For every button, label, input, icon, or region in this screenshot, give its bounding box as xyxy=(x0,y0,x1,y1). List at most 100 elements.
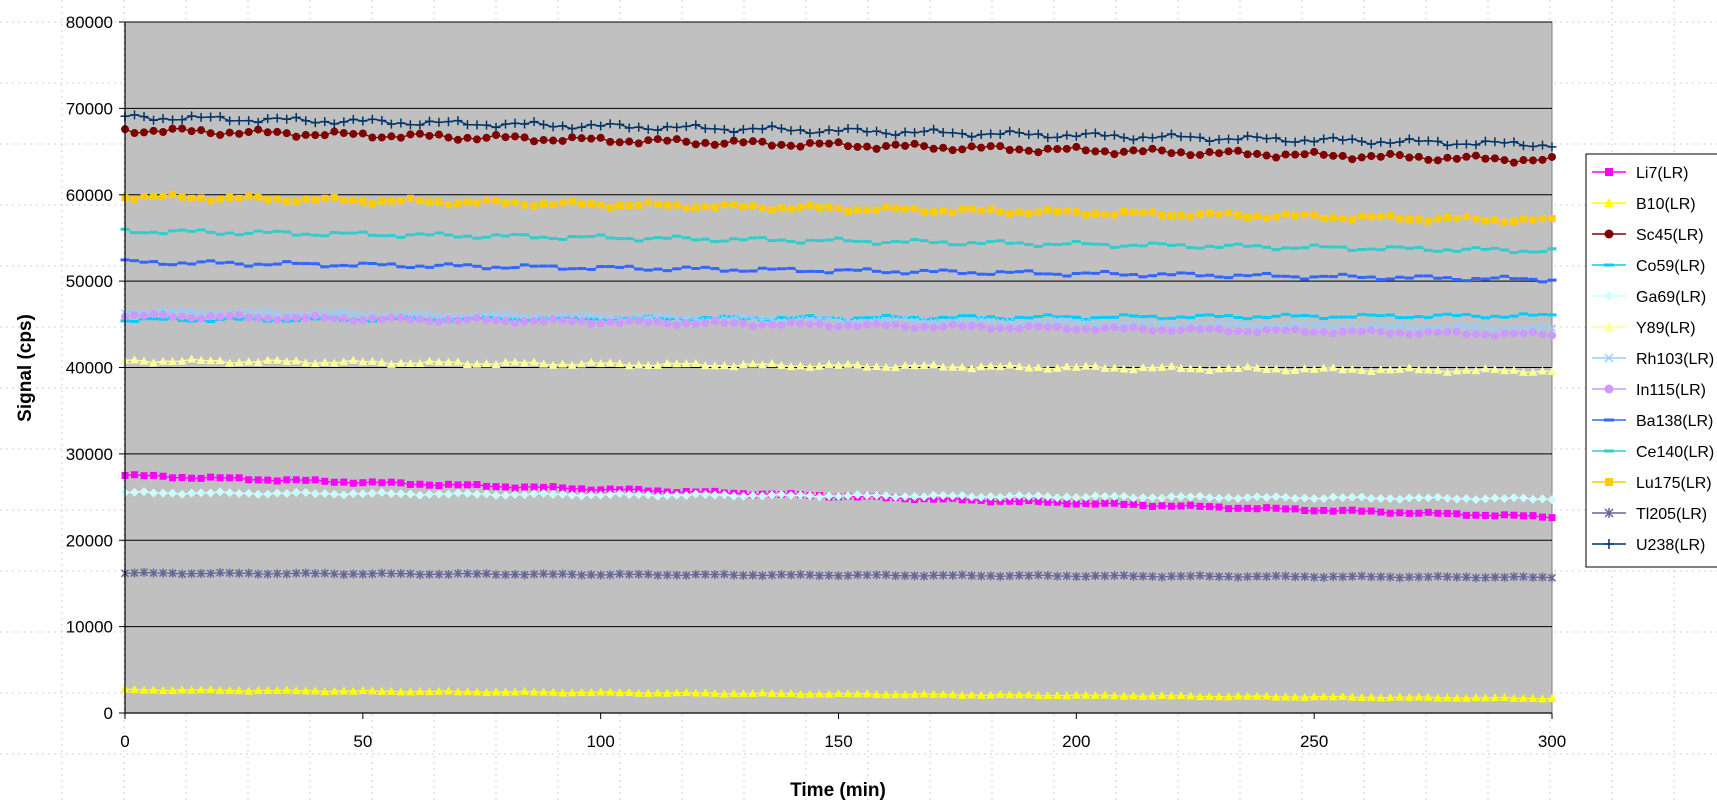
data-point xyxy=(520,133,529,142)
data-point xyxy=(958,570,967,580)
data-point xyxy=(159,568,168,578)
data-point xyxy=(1357,153,1366,162)
data-point xyxy=(1034,322,1043,331)
data-point xyxy=(1481,154,1490,163)
data-point xyxy=(1128,493,1138,503)
data-point xyxy=(425,481,433,489)
data-point xyxy=(1024,363,1034,372)
data-point xyxy=(625,569,634,579)
data-point xyxy=(1100,690,1110,699)
data-point xyxy=(1120,500,1128,508)
data-point xyxy=(587,134,596,143)
data-point xyxy=(805,570,814,580)
data-point xyxy=(1243,493,1253,503)
data-point xyxy=(1481,322,1490,331)
data-point xyxy=(1052,132,1062,142)
data-point xyxy=(1423,493,1433,503)
data-point xyxy=(453,316,462,325)
data-point xyxy=(682,319,691,328)
data-point xyxy=(586,120,596,130)
data-point xyxy=(1519,329,1528,338)
data-point xyxy=(158,356,168,365)
data-point xyxy=(424,116,434,126)
data-point xyxy=(1510,217,1518,225)
data-point xyxy=(1234,211,1242,219)
data-point xyxy=(491,687,501,696)
data-point xyxy=(453,569,462,579)
data-point xyxy=(320,117,330,127)
data-point xyxy=(806,201,814,209)
data-point xyxy=(1081,572,1090,582)
data-point xyxy=(197,314,206,323)
data-point xyxy=(358,116,368,126)
data-point xyxy=(501,357,511,366)
data-point xyxy=(1005,491,1015,501)
data-point xyxy=(1301,506,1309,514)
x-tick-label: 0 xyxy=(120,732,129,751)
legend: Li7(LR) B10(LR) Sc45(LR) Co59(LR) Ga69(LR) Y8… xyxy=(1585,153,1717,568)
data-point xyxy=(967,142,976,151)
data-point xyxy=(624,361,634,370)
data-point xyxy=(986,690,996,699)
data-point xyxy=(1414,136,1424,146)
data-point xyxy=(1423,365,1433,374)
data-point xyxy=(540,200,548,208)
data-point xyxy=(901,205,909,213)
data-point xyxy=(1081,690,1091,699)
data-point xyxy=(1461,365,1471,374)
data-point xyxy=(1538,322,1547,332)
data-point xyxy=(748,124,758,134)
data-point xyxy=(1481,330,1490,339)
data-point xyxy=(1329,572,1338,582)
data-point xyxy=(767,490,777,500)
data-point xyxy=(653,317,662,326)
data-point xyxy=(1167,212,1175,220)
data-point xyxy=(796,142,805,151)
data-point xyxy=(178,193,186,201)
data-point xyxy=(140,311,149,320)
data-point xyxy=(1119,691,1129,700)
data-point xyxy=(1120,207,1128,215)
data-point xyxy=(1157,493,1167,503)
data-point xyxy=(168,488,178,498)
data-point xyxy=(795,125,805,135)
data-point xyxy=(225,128,234,137)
data-point xyxy=(1538,155,1547,164)
data-point xyxy=(216,130,225,139)
data-point xyxy=(434,312,443,321)
data-point xyxy=(597,486,605,494)
data-point xyxy=(1443,214,1451,222)
data-point xyxy=(1138,317,1147,326)
data-point xyxy=(729,491,739,501)
data-point xyxy=(301,686,311,695)
data-point xyxy=(596,121,606,131)
data-point xyxy=(492,197,500,205)
data-point xyxy=(900,492,910,502)
data-point xyxy=(824,689,834,698)
data-point xyxy=(1014,491,1024,501)
data-point xyxy=(196,355,206,364)
data-point xyxy=(425,131,434,140)
data-point xyxy=(368,200,376,208)
data-point xyxy=(177,489,187,499)
data-point xyxy=(1490,572,1499,582)
data-point xyxy=(938,128,948,138)
data-point xyxy=(757,688,767,697)
y-tick-label: 30000 xyxy=(66,445,113,464)
data-point xyxy=(1043,323,1052,332)
data-point xyxy=(1471,322,1480,331)
data-point xyxy=(521,483,529,491)
data-point xyxy=(139,567,149,577)
data-point xyxy=(1147,691,1157,700)
data-point xyxy=(1291,150,1300,159)
data-point xyxy=(872,319,881,328)
data-point xyxy=(520,686,530,695)
data-point xyxy=(1367,213,1375,221)
data-point xyxy=(1300,364,1310,373)
data-point xyxy=(568,569,577,579)
data-point xyxy=(719,361,729,370)
y-tick-label: 60000 xyxy=(66,186,113,205)
data-point xyxy=(206,356,216,365)
data-point xyxy=(1481,573,1490,583)
y-tick-label: 0 xyxy=(104,704,113,723)
